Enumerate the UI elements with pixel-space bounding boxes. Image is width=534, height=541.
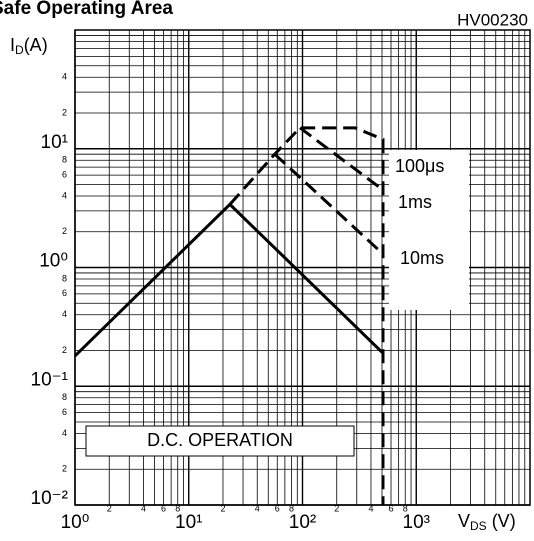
series-line xyxy=(299,126,384,192)
y-minor-label: 4 xyxy=(62,428,67,438)
y-minor-label: 8 xyxy=(62,155,67,165)
x-minor-label: 2 xyxy=(107,503,112,513)
x-minor-label: 4 xyxy=(141,503,146,513)
y-minor-label: 2 xyxy=(62,226,67,236)
y-axis-label-part: I xyxy=(10,35,15,55)
y-axis-label-part: (A) xyxy=(24,35,48,55)
label-bg xyxy=(389,150,469,310)
x-minor-label: 4 xyxy=(255,503,260,513)
y-tick-label: 10⁻¹ xyxy=(31,369,69,390)
x-minor-label: 8 xyxy=(289,503,294,513)
y-minor-label: 6 xyxy=(62,288,67,298)
series-line xyxy=(273,153,385,256)
x-minor-label: 2 xyxy=(334,503,339,513)
frame xyxy=(74,29,531,506)
x-minor-label: 8 xyxy=(403,503,408,513)
x-axis-label-part: V xyxy=(458,511,470,531)
x-minor-label: 6 xyxy=(275,503,280,513)
x-tick-label: 10³ xyxy=(403,512,430,533)
x-minor-label: 6 xyxy=(389,503,394,513)
y-axis-label: ID(A) xyxy=(10,35,48,57)
series-label: 1ms xyxy=(398,192,432,212)
y-minor-label: 4 xyxy=(62,309,67,319)
y-tick-label: 10¹ xyxy=(41,132,68,153)
x-axis-label: VDS (V) xyxy=(458,511,516,533)
y-minor-label: 4 xyxy=(62,190,67,200)
y-tick-label: 10⁰ xyxy=(39,251,68,272)
x-tick-label: 10⁰ xyxy=(61,512,90,533)
x-minor-label: 2 xyxy=(220,503,225,513)
y-axis-label-part: D xyxy=(15,43,24,57)
chart-title: Safe Operating Area xyxy=(0,0,173,19)
x-tick-label: 10¹ xyxy=(175,512,202,533)
x-axis-label-part: DS xyxy=(470,519,487,533)
chart-code: HV00230 xyxy=(457,10,528,29)
y-minor-label: 8 xyxy=(62,273,67,283)
series-line xyxy=(228,126,385,505)
x-minor-label: 6 xyxy=(161,503,166,513)
y-minor-label: 2 xyxy=(62,345,67,355)
y-tick-label: 10⁻² xyxy=(31,488,69,509)
x-axis-label-part: (V) xyxy=(487,511,516,531)
y-minor-label: 2 xyxy=(62,464,67,474)
y-minor-label: 6 xyxy=(62,407,67,417)
x-minor-label: 8 xyxy=(175,503,180,513)
series-label: 10ms xyxy=(400,248,444,268)
y-minor-label: 6 xyxy=(62,169,67,179)
series-label: 100μs xyxy=(395,156,444,176)
x-tick-label: 10² xyxy=(289,512,316,533)
y-minor-label: 4 xyxy=(62,72,67,82)
label-bg xyxy=(85,425,355,457)
series-label: D.C. OPERATION xyxy=(147,430,293,450)
y-minor-label: 2 xyxy=(62,107,67,117)
x-minor-label: 4 xyxy=(368,503,373,513)
y-minor-label: 8 xyxy=(62,392,67,402)
label-bg xyxy=(6,34,58,60)
